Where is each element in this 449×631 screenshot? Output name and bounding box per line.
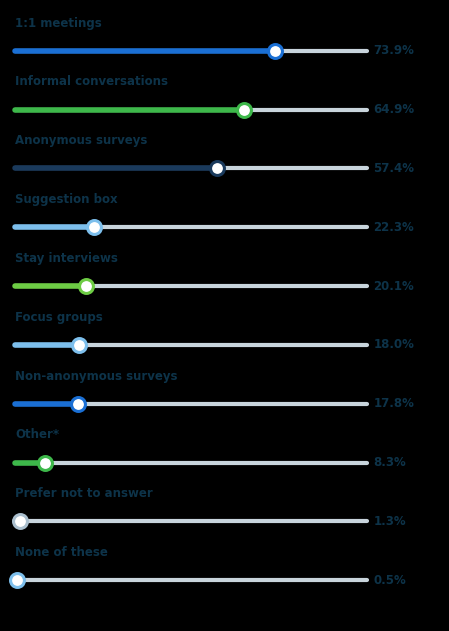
Text: Other*: Other*: [15, 428, 60, 441]
Text: 20.1%: 20.1%: [374, 280, 414, 293]
Text: 0.5%: 0.5%: [374, 574, 406, 587]
Text: 73.9%: 73.9%: [374, 44, 414, 57]
Text: Non-anonymous surveys: Non-anonymous surveys: [15, 370, 178, 382]
Text: Informal conversations: Informal conversations: [15, 76, 168, 88]
Text: 22.3%: 22.3%: [374, 221, 414, 233]
Text: 17.8%: 17.8%: [374, 398, 414, 410]
Text: 64.9%: 64.9%: [374, 103, 415, 116]
Text: 57.4%: 57.4%: [374, 162, 414, 175]
Text: Anonymous surveys: Anonymous surveys: [15, 134, 148, 147]
Text: 18.0%: 18.0%: [374, 338, 414, 351]
Text: Suggestion box: Suggestion box: [15, 193, 118, 206]
Text: 1.3%: 1.3%: [374, 515, 406, 528]
Text: 8.3%: 8.3%: [374, 456, 406, 469]
Text: Stay interviews: Stay interviews: [15, 252, 118, 265]
Text: None of these: None of these: [15, 546, 108, 559]
Text: Prefer not to answer: Prefer not to answer: [15, 487, 153, 500]
Text: 1:1 meetings: 1:1 meetings: [15, 16, 102, 30]
Text: Focus groups: Focus groups: [15, 310, 103, 324]
